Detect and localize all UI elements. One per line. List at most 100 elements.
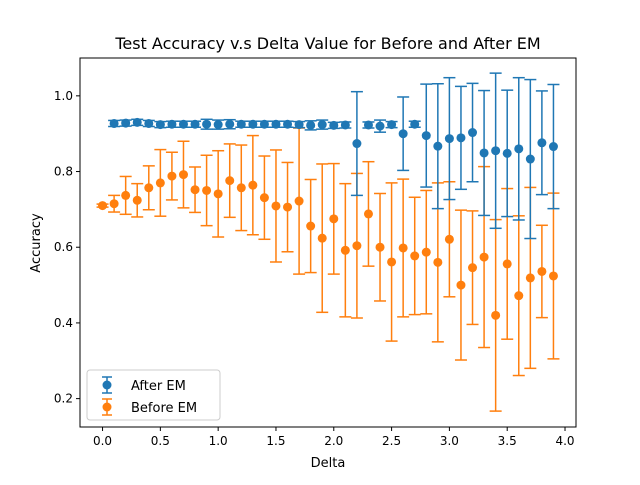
data-point — [248, 180, 258, 190]
legend-dot — [102, 402, 112, 412]
data-point — [190, 185, 200, 195]
data-point — [421, 247, 431, 257]
data-point — [387, 120, 397, 130]
data-point — [502, 148, 512, 158]
data-point — [259, 193, 269, 203]
x-tick-label: 1.0 — [209, 434, 228, 448]
x-tick-label: 3.0 — [440, 434, 459, 448]
data-point — [155, 120, 165, 130]
data-point — [410, 119, 420, 129]
data-point — [548, 142, 558, 152]
data-point — [213, 189, 223, 199]
data-point — [167, 171, 177, 181]
data-point — [225, 119, 235, 129]
y-tick-label: 0.8 — [54, 165, 73, 179]
data-point — [155, 178, 165, 188]
legend-label-before-em: Before EM — [131, 401, 197, 416]
legend-item-after-em: After EM — [102, 376, 186, 394]
data-point — [202, 185, 212, 195]
data-point — [132, 195, 142, 205]
data-point — [363, 209, 373, 219]
chart-marks — [96, 72, 560, 412]
x-tick-label: 2.0 — [324, 434, 343, 448]
y-tick-label: 1.0 — [54, 89, 73, 103]
x-tick-label: 3.5 — [498, 434, 517, 448]
x-tick-label: 1.5 — [266, 434, 285, 448]
legend-box — [86, 369, 221, 421]
axes-frame — [79, 57, 577, 428]
data-point — [329, 214, 339, 224]
data-point — [340, 245, 350, 255]
data-point — [352, 139, 362, 149]
data-point — [410, 251, 420, 261]
data-point — [468, 128, 478, 138]
data-point — [491, 146, 501, 156]
y-tick-label: 0.6 — [54, 240, 73, 254]
data-point — [491, 310, 501, 320]
data-point — [283, 119, 293, 129]
data-point — [144, 118, 154, 128]
data-point — [236, 119, 246, 129]
data-point — [468, 263, 478, 273]
data-point — [294, 196, 304, 206]
data-point — [202, 119, 212, 129]
data-point — [317, 120, 327, 130]
x-axis-ticks: 0.0 0.5 1.0 1.5 2.0 2.5 3.0 3.5 4.0 — [93, 427, 575, 448]
legend-item-before-em: Before EM — [102, 398, 197, 416]
data-point — [514, 144, 524, 154]
data-point — [537, 138, 547, 148]
data-point — [444, 134, 454, 144]
data-point — [525, 273, 535, 283]
data-point — [178, 119, 188, 129]
data-point — [178, 170, 188, 180]
data-point — [444, 234, 454, 244]
data-point — [525, 154, 535, 164]
data-point — [387, 257, 397, 267]
data-point — [190, 119, 200, 129]
data-point — [340, 120, 350, 130]
legend-label-after-em: After EM — [131, 379, 186, 394]
y-axis-ticks: 0.2 0.4 0.6 0.8 1.0 — [54, 89, 80, 406]
x-axis-label: Delta — [311, 456, 346, 471]
data-point — [236, 183, 246, 193]
data-point — [259, 119, 269, 129]
data-point — [294, 120, 304, 130]
data-point — [375, 242, 385, 252]
data-point — [514, 291, 524, 301]
data-point — [132, 117, 142, 127]
data-point — [225, 176, 235, 186]
data-point — [167, 119, 177, 129]
data-point — [479, 252, 489, 262]
x-tick-label: 0.5 — [151, 434, 170, 448]
x-tick-label: 4.0 — [555, 434, 574, 448]
data-point — [271, 201, 281, 211]
series-after-em — [108, 72, 560, 240]
y-axis-label: Accuracy — [29, 213, 44, 273]
data-point — [352, 241, 362, 251]
y-tick-label: 0.4 — [54, 316, 73, 330]
data-point — [502, 259, 512, 269]
data-point — [109, 199, 119, 209]
y-tick-label: 0.2 — [54, 392, 73, 406]
data-point — [121, 118, 131, 128]
plot-area — [79, 57, 577, 428]
data-point — [433, 141, 443, 151]
legend-dot — [102, 380, 112, 390]
data-point — [548, 271, 558, 281]
data-point — [363, 120, 373, 130]
data-point — [98, 201, 108, 211]
legend: After EM Before EM — [86, 369, 221, 421]
data-point — [306, 221, 316, 231]
data-point — [271, 119, 281, 129]
data-point — [398, 129, 408, 139]
data-point — [375, 121, 385, 131]
data-point — [456, 133, 466, 143]
data-point — [398, 243, 408, 253]
data-point — [456, 280, 466, 290]
data-point — [109, 118, 119, 128]
data-point — [283, 202, 293, 212]
data-point — [213, 120, 223, 130]
data-point — [433, 257, 443, 267]
